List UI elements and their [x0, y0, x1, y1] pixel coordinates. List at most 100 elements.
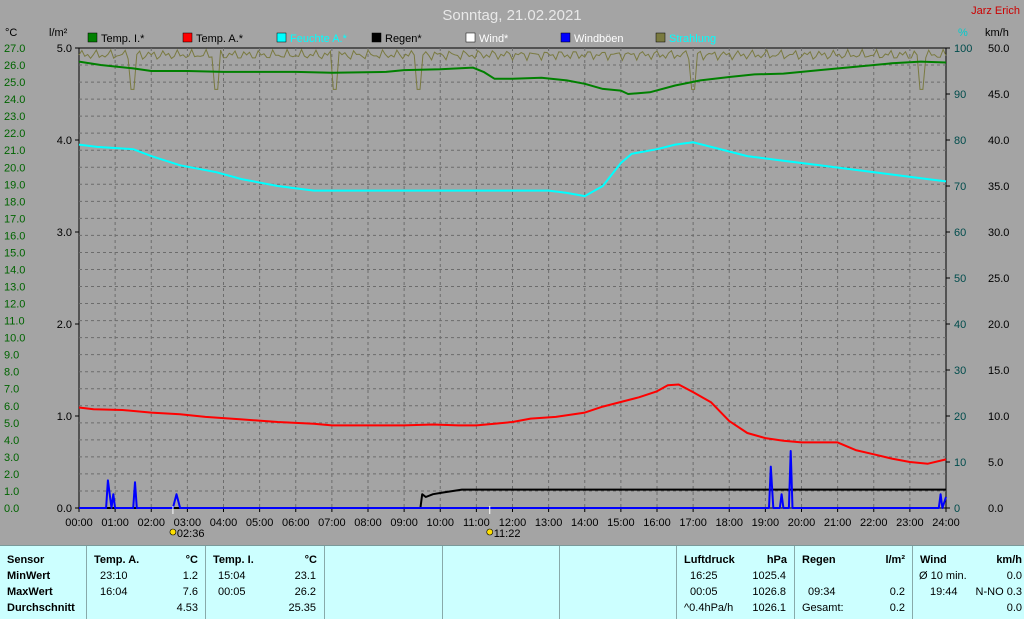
- temp-tick-label: 6.0: [4, 401, 19, 413]
- rain-total-label: Gesamt:: [802, 602, 844, 614]
- wind-tick-label: 50.0: [988, 43, 1009, 55]
- wind-avg-day: 0.0: [1006, 602, 1022, 614]
- x-tick-label: 05:00: [246, 517, 274, 529]
- markers: 02:36 11:22: [169, 506, 520, 540]
- pressure-min-time: 16:25: [690, 570, 718, 582]
- temp-i-column: Temp. I. °C 15:04 23.1 00:05 26.2 25.35: [206, 546, 325, 619]
- sun-icon: [169, 528, 177, 536]
- wind-tick-label: 20.0: [988, 319, 1009, 331]
- legend-label: Windböen: [574, 33, 624, 45]
- humidity-tick-label: 20: [954, 411, 966, 423]
- wind-column: Wind km/h Ø 10 min. 0.0 19:44 N-NO 0.3 0…: [913, 546, 1024, 619]
- legend-swatch: [465, 32, 476, 43]
- legend-swatch: [276, 32, 287, 43]
- temp-tick-label: 23.0: [4, 111, 25, 123]
- x-tick-label: 24:00: [932, 517, 960, 529]
- wind-max: N-NO 0.3: [975, 586, 1022, 598]
- legend-swatch: [371, 32, 382, 43]
- legend-label: Temp. I.*: [101, 33, 145, 45]
- x-tick-label: 08:00: [354, 517, 382, 529]
- temp-tick-label: 3.0: [4, 452, 19, 464]
- x-tick-label: 06:00: [282, 517, 310, 529]
- legend: Temp. I.* Temp. A.* Feuchte A.* Regen* Wind*…: [87, 32, 716, 45]
- pressure-max-time: 00:05: [690, 586, 718, 598]
- wind-avg-label: Ø 10 min.: [919, 570, 967, 582]
- x-tick-label: 23:00: [896, 517, 924, 529]
- temp-tick-label: 5.0: [4, 418, 19, 430]
- wind-tick-label: 35.0: [988, 181, 1009, 193]
- x-tick-label: 02:00: [137, 517, 165, 529]
- series-temp-a: [78, 383, 947, 465]
- humidity-tick-label: 10: [954, 457, 966, 469]
- temp-tick-label: 8.0: [4, 367, 19, 379]
- x-tick-label: 00:00: [65, 517, 93, 529]
- grid: [79, 48, 946, 508]
- temp-tick-label: 2.0: [4, 469, 19, 481]
- rain-tick-label: 5.0: [57, 43, 72, 55]
- legend-label: Regen*: [385, 33, 422, 45]
- temp-a-avg: 4.53: [176, 602, 198, 614]
- x-tick-label: 17:00: [679, 517, 707, 529]
- series-group: [78, 48, 947, 509]
- humidity-tick-label: 0: [954, 503, 960, 515]
- x-tick-label: 03:00: [174, 517, 202, 529]
- wind-tick-label: 15.0: [988, 365, 1009, 377]
- humidity-axis-unit: %: [958, 27, 968, 39]
- statistics-panel: Sensor MinWert MaxWert Durchschnitt Temp…: [0, 545, 1024, 619]
- x-tick-label: 01:00: [101, 517, 129, 529]
- temp-tick-label: 17.0: [4, 213, 25, 225]
- temp-i-min: 23.1: [294, 570, 316, 582]
- max-row-label: MaxWert: [7, 586, 53, 598]
- temp-a-max-time: 16:04: [100, 586, 128, 598]
- rain-axis-unit: l/m²: [49, 27, 68, 39]
- rain-tick-label: 1.0: [57, 411, 72, 423]
- wind-header: Wind: [920, 554, 947, 566]
- temp-tick-label: 13.0: [4, 282, 25, 294]
- wind-tick-label: 25.0: [988, 273, 1009, 285]
- weather-chart: Sonntag, 21.02.2021 Jarz Erich Temp. I.*…: [4, 5, 1020, 540]
- temp-i-header: Temp. I.: [213, 554, 254, 566]
- temp-i-max: 26.2: [294, 586, 316, 598]
- pressure-unit: hPa: [766, 554, 787, 566]
- rain-max: 0.2: [889, 586, 905, 598]
- x-tick-label: 07:00: [318, 517, 346, 529]
- temp-a-column: Temp. A. °C 23:10 1.2 16:04 7.6 4.53: [87, 546, 206, 619]
- x-tick-label: 09:00: [390, 517, 418, 529]
- temp-tick-label: 16.0: [4, 230, 25, 242]
- rain-max-time: 09:34: [808, 586, 836, 598]
- wind-tick-label: 40.0: [988, 135, 1009, 147]
- wind-avg: 0.0: [1006, 570, 1022, 582]
- rain-tick-label: 2.0: [57, 319, 72, 331]
- humidity-tick-label: 100: [954, 43, 972, 55]
- x-tick-label: 10:00: [426, 517, 454, 529]
- x-tick-label: 13:00: [535, 517, 563, 529]
- x-tick-label: 15:00: [607, 517, 635, 529]
- wind-axis-unit: km/h: [985, 27, 1009, 39]
- legend-label: Wind*: [479, 33, 509, 45]
- temp-tick-label: 4.0: [4, 435, 19, 447]
- wind-unit: km/h: [996, 554, 1022, 566]
- rain-unit: l/m²: [885, 554, 905, 566]
- humidity-tick-label: 80: [954, 135, 966, 147]
- wind-tick-label: 45.0: [988, 89, 1009, 101]
- temp-a-header: Temp. A.: [94, 554, 140, 566]
- x-tick-label: 21:00: [824, 517, 852, 529]
- marker-label: 02:36: [177, 528, 205, 540]
- humidity-tick-label: 50: [954, 273, 966, 285]
- temp-a-min: 1.2: [182, 570, 198, 582]
- temp-i-unit: °C: [304, 554, 317, 566]
- wind-tick-label: 5.0: [988, 457, 1003, 469]
- pressure-column: Luftdruck hPa 16:25 1025.4 00:05 1026.8 …: [677, 546, 795, 619]
- pressure-trend: ^0.4hPa/h: [684, 602, 734, 614]
- legend-label: Feuchte A.*: [290, 33, 348, 45]
- legend-label: Temp. A.*: [196, 33, 244, 45]
- avg-row-label: Durchschnitt: [7, 602, 75, 614]
- temp-a-max: 7.6: [182, 586, 198, 598]
- legend-label: Strahlung: [669, 33, 716, 45]
- humidity-tick-label: 60: [954, 227, 966, 239]
- sensor-header: Sensor: [7, 554, 45, 566]
- rain-column: Regen l/m² 09:34 0.2 Gesamt: 0.2: [795, 546, 913, 619]
- temp-a-unit: °C: [185, 554, 198, 566]
- humidity-tick-label: 40: [954, 319, 966, 331]
- temp-tick-label: 21.0: [4, 145, 25, 157]
